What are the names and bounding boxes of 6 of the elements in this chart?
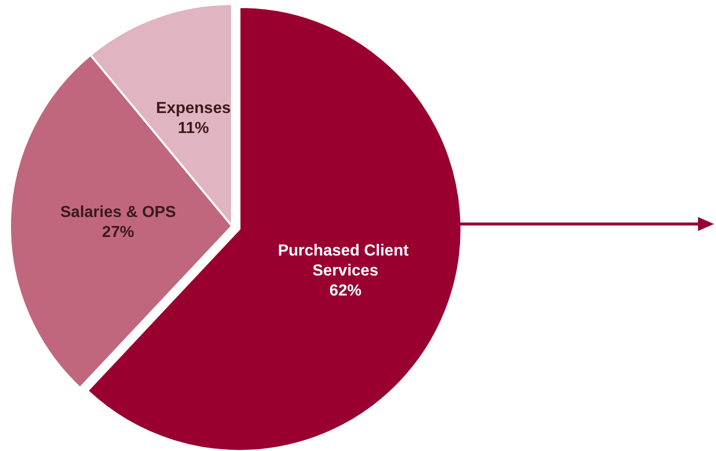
slice-label: Expenses xyxy=(156,100,231,118)
slice-label: Salaries & OPS xyxy=(60,204,176,221)
slice-label: Purchased Client Services xyxy=(278,242,414,280)
data-label: 11% xyxy=(178,120,209,138)
data-label: 62% xyxy=(329,282,362,300)
data-label: 27% xyxy=(102,224,134,241)
